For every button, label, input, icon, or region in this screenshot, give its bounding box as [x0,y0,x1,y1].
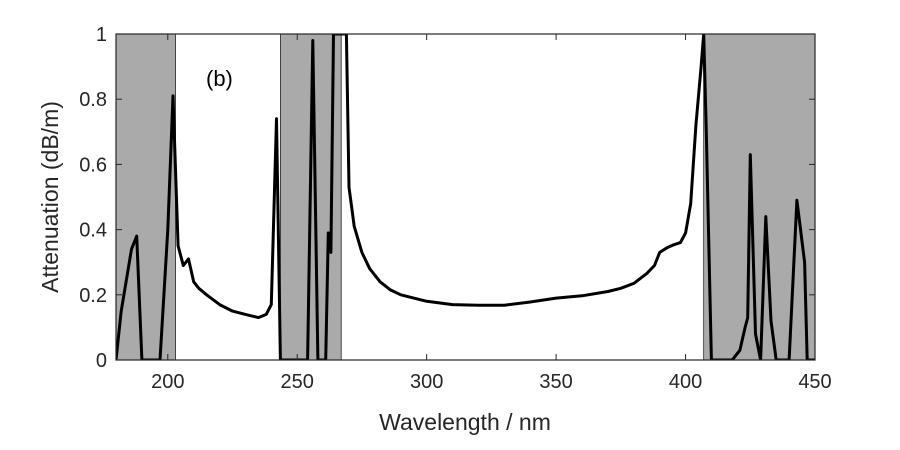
y-tick-label: 1 [96,24,107,46]
x-axis-label: Wavelength / nm [379,409,551,435]
x-tick-label: 450 [798,371,831,393]
shaded-band-1 [115,33,176,361]
x-tick-label: 200 [151,371,184,393]
x-tick-label: 250 [281,371,314,393]
data-series [116,34,815,360]
y-tick-label: 0.4 [79,220,107,242]
shaded-band-3 [703,33,816,361]
y-axis-label: Attenuation (dB/m) [37,101,63,293]
axis-ticks: 200 250 300 350 400 450 0 0.2 0.4 0.6 0.8 1 [79,24,832,393]
x-tick-label: 300 [410,371,443,393]
series-line-attenuation [116,34,815,360]
y-tick-label: 0.2 [79,285,107,307]
axes-box [115,33,816,361]
panel-label: (b) [206,66,233,91]
y-tick-label: 0 [96,350,107,372]
shaded-bands [115,33,816,361]
y-tick-label: 0.6 [79,154,107,176]
x-tick-label: 400 [669,371,702,393]
y-tick-label: 0.8 [79,89,107,111]
x-tick-label: 350 [539,371,572,393]
